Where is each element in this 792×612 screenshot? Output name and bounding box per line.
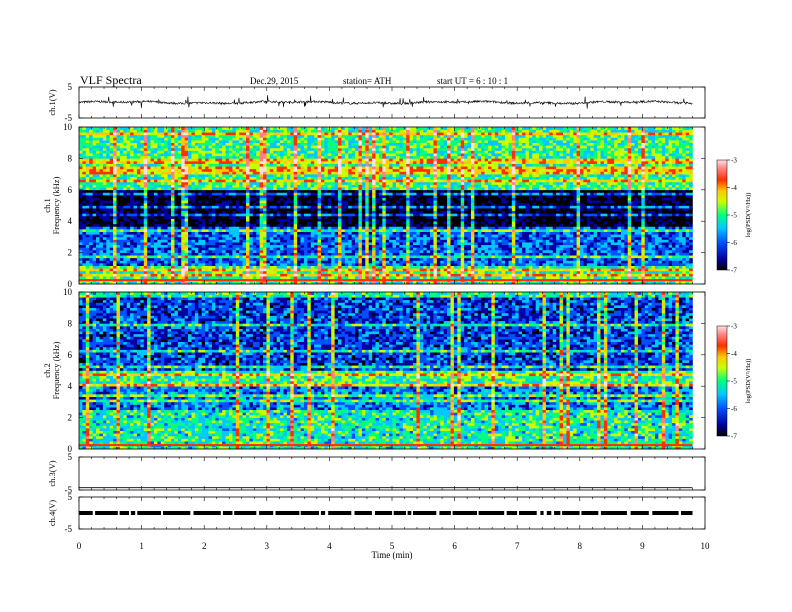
ch1-spectrogram-y-tick-label: 6 — [68, 185, 73, 195]
x-tick-label: 3 — [265, 541, 270, 551]
ch1-spectrogram-colorbar-tick-label: -5 — [731, 212, 737, 220]
x-tick-label: 9 — [640, 541, 645, 551]
ch1-spectrogram-y-tick-label: 4 — [68, 216, 73, 226]
x-tick-label: 2 — [202, 541, 207, 551]
ch1-spectrogram-lf-line — [79, 279, 693, 282]
ch1-spectrogram-colorbar-tick-label: -6 — [731, 239, 737, 247]
ch1-spectrogram-y-tick-label: 10 — [63, 122, 73, 132]
ch3-waveform-y-tick-label: -5 — [65, 485, 73, 495]
ch3-waveform-x-ticks — [78, 457, 706, 490]
date-label: Dec.29, 2015 — [250, 76, 298, 86]
ch2-spectrogram-y-tick-label: 8 — [68, 318, 73, 328]
ch3-waveform-y-axis-label: ch.3(V) — [47, 460, 57, 486]
ch2-spectrogram-colorbar-tick-label: -4 — [731, 350, 737, 358]
ch2-spectrogram-y-tick-label: 0 — [68, 444, 73, 454]
ch2-spectrogram-y-axis-label: ch.2Frequency (kHz) — [42, 341, 61, 399]
ch4-waveform-y-tick-label: 5 — [68, 492, 73, 502]
ch1-spectrogram-y-axis-label: ch.1Frequency (kHz) — [42, 176, 61, 234]
ch2-spectrogram-y-tick-label: 10 — [63, 287, 73, 297]
ch2-spectrogram-y-tick-label: 6 — [68, 350, 73, 360]
ch4-waveform-y-tick-labels: 5 -5 — [65, 492, 705, 534]
ch2-spectrogram-colorbar — [716, 325, 728, 437]
x-tick-label: 7 — [515, 541, 520, 551]
plot-title: VLF Spectra — [80, 73, 142, 88]
x-tick-label: 4 — [327, 541, 332, 551]
ch3-waveform-y-tick-label: 5 — [68, 452, 73, 462]
ch1-waveform-trace — [78, 95, 693, 109]
ch1-spectrogram-y-tick-label: 8 — [68, 153, 73, 163]
ch4-waveform-y-tick-label: -5 — [65, 524, 73, 534]
x-tick-label: 5 — [390, 541, 395, 551]
start-time-label: start UT = 6 : 10 : 1 — [437, 76, 508, 86]
ch2-spectrogram-y-tick-label: 2 — [68, 413, 73, 423]
ch1-waveform-y-tick-labels: 5 -5 — [65, 82, 705, 123]
ch2-spectrogram-colorbar-tick-label: -3 — [731, 323, 737, 331]
ch1-waveform-y-tick-label: -5 — [65, 113, 73, 123]
ch2-spectrogram-x-ticks — [78, 292, 706, 449]
x-tick-label: 10 — [701, 541, 711, 551]
ch4-waveform-x-ticks — [78, 497, 706, 529]
x-tick-label: 6 — [452, 541, 457, 551]
ch2-spectrogram-lf-line — [79, 444, 693, 447]
ch1-spectrogram-colorbar-tick-label: -3 — [731, 157, 737, 165]
ch2-spectrogram-cells — [79, 292, 693, 450]
ch4-waveform-y-axis-label: ch.4(V) — [47, 500, 57, 526]
x-axis-label: Time (min) — [372, 550, 413, 560]
ch1-spectrogram-colorbar — [716, 159, 728, 271]
x-tick-label: 1 — [139, 541, 144, 551]
ch2-spectrogram-colorbar-label: log(PSD(V²/Hz)) — [745, 359, 752, 404]
ch1-spectrogram-colorbar-tick-label: -7 — [731, 267, 737, 275]
ch1-spectrogram-cells — [79, 127, 693, 285]
ch1-spectrogram-x-ticks — [78, 127, 706, 284]
ch1-spectrogram-y-tick-labels: 0 2 4 6 8 10 — [63, 122, 705, 289]
ch1-spectrogram-colorbar-tick-label: -4 — [731, 184, 737, 192]
ch2-spectrogram-colorbar-tick-label: -6 — [731, 405, 737, 413]
ch3-waveform-frame — [78, 456, 706, 491]
ch1-waveform-y-tick-label: 5 — [68, 82, 73, 92]
ch1-spectrogram-y-tick-label: 0 — [68, 279, 73, 289]
ch2-spectrogram-colorbar-tick-label: -7 — [731, 433, 737, 441]
x-tick-label: 0 — [77, 541, 82, 551]
ch2-spectrogram-y-tick-label: 4 — [68, 381, 73, 391]
ch1-waveform-y-axis-label: ch.1(V) — [47, 89, 57, 115]
ch2-spectrogram-colorbar-tick-label: -5 — [731, 378, 737, 386]
ch3-waveform-y-tick-labels: 5 -5 — [65, 452, 705, 495]
x-tick-label: 8 — [578, 541, 583, 551]
ch2-spectrogram-y-tick-labels: 0 2 4 6 8 10 — [63, 287, 705, 454]
station-label: station= ATH — [343, 76, 391, 86]
ch1-waveform-x-ticks — [78, 87, 706, 118]
ch4-waveform-trace — [79, 511, 693, 515]
ch1-spectrogram-y-tick-label: 2 — [68, 248, 73, 258]
ch4-waveform-x-tick-labels: 0 1 2 3 4 5 6 7 8 9 10 — [77, 541, 710, 551]
ch1-spectrogram-colorbar-label: log(PSD(V²/Hz)) — [745, 193, 752, 238]
